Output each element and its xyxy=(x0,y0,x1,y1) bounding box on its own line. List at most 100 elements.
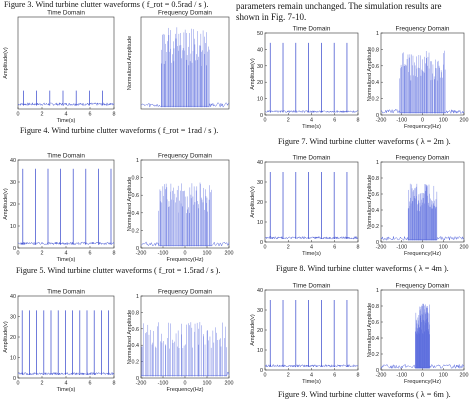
y-tick-label: 0.2 xyxy=(372,97,380,103)
y-tick-label: 30 xyxy=(10,180,16,186)
y-tick-label: 40 xyxy=(257,288,263,294)
x-axis-label: Frequency(Hz) xyxy=(404,379,441,385)
x-tick-label: 200 xyxy=(460,118,469,124)
x-tick-label: 4 xyxy=(65,251,68,257)
x-tick-label: -100 xyxy=(158,251,169,257)
x-tick-label: 0 xyxy=(421,118,424,124)
y-tick-label: 10 xyxy=(10,356,16,362)
figure-3-freq-panel: Frequency Domain Normalized Amplitude xyxy=(127,10,230,110)
y-tick-label: 0 xyxy=(260,368,263,374)
x-tick-label: 100 xyxy=(203,381,212,387)
y-axis-label: Normalized Amplitude xyxy=(127,177,133,231)
y-tick-label: 10 xyxy=(257,348,263,354)
time-series-line xyxy=(264,109,359,114)
x-tick-label: 4 xyxy=(65,381,68,387)
x-tick-label: 2 xyxy=(287,373,290,379)
x-tick-label: -100 xyxy=(396,373,407,379)
x-tick-label: 0 xyxy=(264,118,267,124)
x-tick-label: 0 xyxy=(264,245,267,251)
time-series-line xyxy=(17,371,115,376)
x-axis-label: Time(s) xyxy=(302,124,321,130)
panel-title: Time Domain xyxy=(47,153,85,160)
time-series-line xyxy=(264,363,359,368)
x-axis-label: Frequency(Hz) xyxy=(404,251,441,257)
x-tick-label: 0 xyxy=(17,112,20,118)
y-tick-label: 0 xyxy=(136,376,139,382)
y-tick-label: 20 xyxy=(10,335,16,341)
y-tick-label: 0.6 xyxy=(132,193,140,199)
y-tick-label: 0 xyxy=(260,240,263,246)
panel-title: Frequency Domain xyxy=(158,10,212,17)
x-tick-label: 2 xyxy=(41,112,44,118)
y-tick-label: 0.2 xyxy=(372,352,380,358)
x-tick-label: -200 xyxy=(376,245,387,251)
spectrum-floor xyxy=(141,371,230,376)
x-tick-label: 8 xyxy=(357,118,360,124)
y-axis-label: Normalized Amplitude xyxy=(127,310,133,364)
y-tick-label: 0 xyxy=(13,246,16,252)
y-tick-label: 40 xyxy=(257,160,263,166)
y-axis-label: Normalized Amplitude xyxy=(127,36,133,90)
plot-area xyxy=(264,161,359,243)
y-tick-label: 0.8 xyxy=(132,310,140,316)
x-tick-label: 4 xyxy=(310,373,313,379)
x-tick-label: 0 xyxy=(184,251,187,257)
plot-area xyxy=(17,159,115,249)
figure-5-time-panel: Time Domain 0 2 4 6 8 0 10 20 30 40 Time(s) Amplitud… xyxy=(3,289,116,394)
y-tick-label: 30 xyxy=(257,308,263,314)
y-tick-label: 0.8 xyxy=(372,304,380,310)
x-tick-label: 8 xyxy=(113,251,116,257)
figure-9-caption: Figure 9. Wind turbine clutter waveforms… xyxy=(278,390,451,399)
figure-4-caption: Figure 4. Wind turbine clutter waveforms… xyxy=(20,126,219,135)
x-tick-label: 100 xyxy=(439,118,448,124)
x-tick-label: 200 xyxy=(225,381,234,387)
figure-4-time-panel: Time Domain 0 2 4 6 8 0 10 20 30 40 Time(s) Amplitud… xyxy=(3,153,116,264)
x-tick-label: 8 xyxy=(357,245,360,251)
y-tick-label: 20 xyxy=(10,202,16,208)
y-tick-label: 10 xyxy=(257,220,263,226)
panel-title: Frequency Domain xyxy=(158,153,212,160)
x-tick-label: 200 xyxy=(460,245,469,251)
y-tick-label: 1 xyxy=(136,158,139,164)
x-tick-label: 200 xyxy=(460,373,469,379)
panel-title: Time Domain xyxy=(293,283,331,290)
panel-title: Time Domain xyxy=(47,10,85,17)
x-tick-label: 6 xyxy=(333,245,336,251)
plot-area xyxy=(264,32,359,116)
y-tick-label: 0.4 xyxy=(132,211,140,217)
x-tick-label: 4 xyxy=(65,112,68,118)
figure-7-caption: Figure 7. Wind turbine clutter waveforms… xyxy=(278,137,451,146)
y-axis-label: Amplitude(v) xyxy=(3,188,9,220)
y-tick-label: 0.2 xyxy=(132,228,140,234)
figure-8-freq-panel: Frequency Domain -200 -100 0 100 200 0 0.2 0.4 0.… xyxy=(367,283,469,386)
y-tick-label: 0.4 xyxy=(132,343,140,349)
time-series-line xyxy=(17,101,115,107)
x-tick-label: 2 xyxy=(41,251,44,257)
x-tick-label: 6 xyxy=(333,373,336,379)
figure-8-caption: Figure 8. Wind turbine clutter waveforms… xyxy=(276,264,449,273)
y-tick-label: 0 xyxy=(376,240,379,246)
figure-3-caption: Figure 3. Wind turbine clutter waveforms… xyxy=(4,0,209,9)
y-axis-label: Amplitude(v) xyxy=(250,58,256,90)
y-tick-label: 0 xyxy=(13,376,16,382)
y-tick-label: 0 xyxy=(260,113,263,119)
x-axis-label: Frequency(Hz) xyxy=(167,257,204,263)
y-tick-label: 0 xyxy=(136,246,139,252)
x-tick-label: 0 xyxy=(421,373,424,379)
panel-title: Time Domain xyxy=(293,26,331,33)
x-axis-label: Time(s) xyxy=(57,387,76,393)
y-tick-label: 20 xyxy=(257,80,263,86)
x-tick-label: -200 xyxy=(376,373,387,379)
figure-3-time-panel: Time Domain 0 2 4 6 8 Time(s) Amplitude(v) xyxy=(3,10,116,125)
x-tick-label: 100 xyxy=(439,373,448,379)
plot-area xyxy=(140,295,230,379)
y-tick-label: 0.6 xyxy=(372,64,380,70)
x-tick-label: 4 xyxy=(310,245,313,251)
y-tick-label: 40 xyxy=(10,294,16,300)
y-tick-label: 1 xyxy=(376,288,379,294)
plot-area xyxy=(17,16,115,110)
y-tick-label: 0.6 xyxy=(372,320,380,326)
y-axis-label: Amplitude(v) xyxy=(250,186,256,218)
y-tick-label: 0.4 xyxy=(372,208,380,214)
